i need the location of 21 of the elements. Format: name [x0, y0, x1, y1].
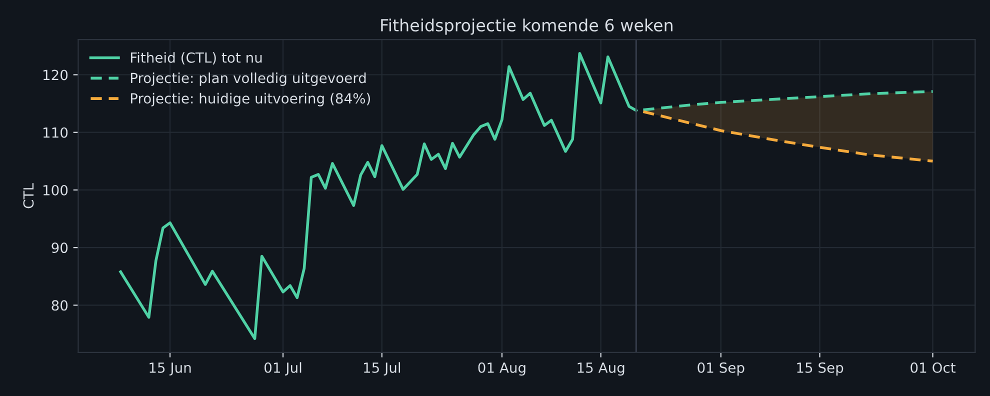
- x-tick-label: 15 Sep: [797, 362, 844, 376]
- chart-title: Fitheidsprojectie komende 6 weken: [381, 18, 672, 35]
- x-tick-label: 01 Aug: [478, 362, 526, 376]
- x-tick-label: 15 Jul: [364, 362, 400, 376]
- line-series: [642, 90, 934, 112]
- line-series: [119, 52, 638, 340]
- y-tick-label: 90: [52, 242, 68, 254]
- x-tick-label: 01 Jul: [264, 362, 302, 376]
- y-tick-label: 120: [44, 70, 68, 80]
- legend-label: Projectie: plan volledig uitgevoerd: [130, 72, 366, 86]
- legend-label: Fitheid (CTL) tot nu: [130, 52, 262, 64]
- line-series: [642, 110, 934, 163]
- y-tick-label: 100: [44, 184, 68, 196]
- y-axis-title: CTL: [23, 183, 34, 208]
- x-tick-label: 01 Sep: [698, 362, 744, 376]
- legend-label: Projectie: huidige uitvoering (84%): [130, 92, 370, 106]
- x-tick-label: 15 Aug: [578, 362, 624, 376]
- y-tick-label: 110: [44, 127, 68, 138]
- x-tick-label: 15 Jun: [150, 362, 191, 376]
- x-tick-label: 01 Oct: [910, 362, 956, 373]
- y-tick-label: 80: [52, 300, 68, 311]
